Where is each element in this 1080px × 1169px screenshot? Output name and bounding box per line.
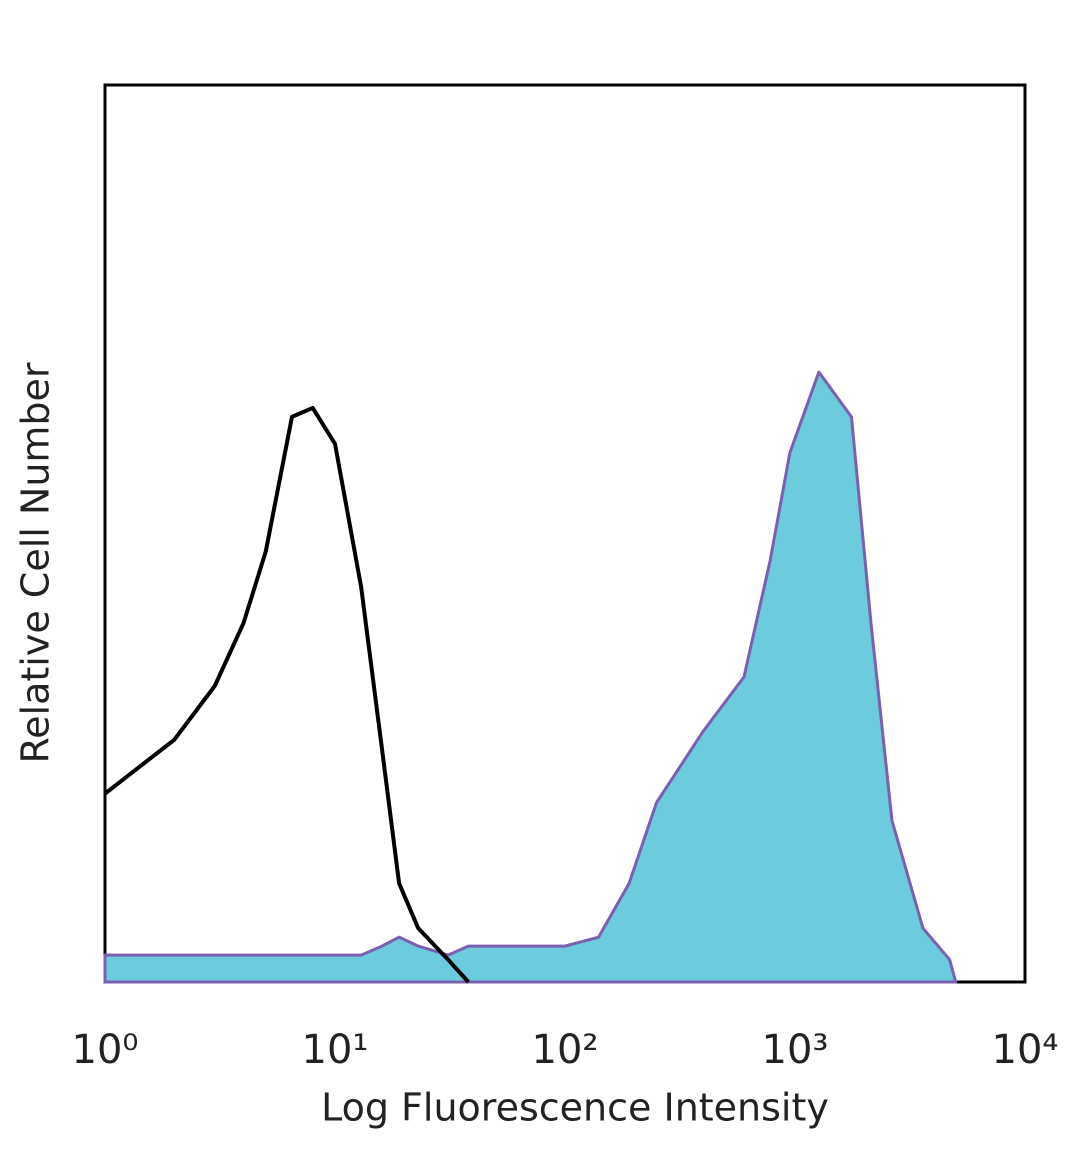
x-axis-title: Log Fluorescence Intensity [321,1086,829,1130]
outline-histogram [103,405,470,984]
filled-histogram [103,370,958,984]
x-tick-label: 10² [532,1027,599,1073]
x-tick-label: 10⁴ [992,1027,1059,1073]
x-tick-label: 10³ [762,1027,829,1073]
x-tick-label: 10⁰ [72,1027,139,1073]
y-axis-title: Relative Cell Number [14,362,58,763]
x-tick-label: 10¹ [302,1027,369,1073]
